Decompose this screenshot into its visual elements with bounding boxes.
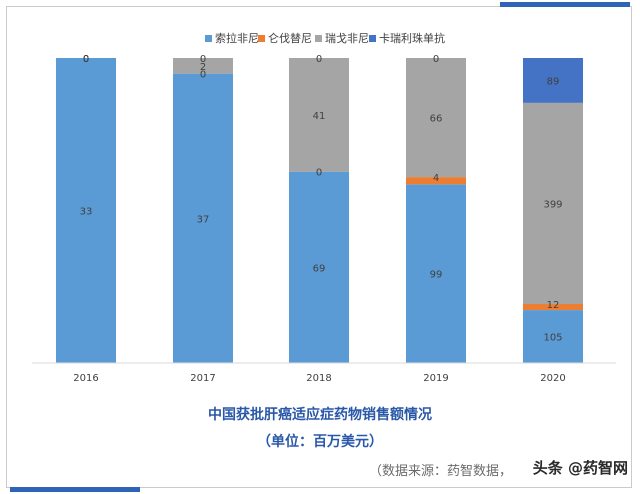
bar-2019-series-1 [406, 177, 466, 185]
chart-subtitle: （单位：百万美元） [257, 434, 383, 450]
x-tick-label-2020: 2020 [540, 373, 565, 384]
watermark: 头条 @药智网 [530, 457, 630, 478]
legend-label-1: 仑伐替尼 [268, 31, 312, 45]
x-tick-label-2017: 2017 [190, 373, 215, 384]
legend-label-2: 瑞戈非尼 [325, 31, 369, 45]
legend-label-3: 卡瑞利珠单抗 [379, 31, 445, 45]
data-label-2019-series-0: 99 [430, 270, 443, 281]
data-label-2018-series-3: 0 [316, 54, 322, 65]
data-label-2016-series-3: 0 [83, 54, 89, 65]
legend-swatch-0 [205, 35, 212, 42]
bar-2017-series-0 [173, 73, 233, 364]
data-label-2020-series-3: 89 [547, 76, 560, 87]
data-label-2019-series-2: 66 [430, 114, 443, 125]
bar-2017-series-2 [173, 58, 233, 74]
data-label-2020-series-2: 399 [543, 199, 562, 210]
data-label-2016-series-2: 0 [83, 54, 89, 65]
x-tick-label-2018: 2018 [306, 373, 331, 384]
chart-frame [6, 6, 632, 488]
bar-2018-series-2 [289, 58, 349, 172]
data-label-2017-series-0: 37 [197, 214, 210, 225]
x-tick-label-2019: 2019 [423, 373, 448, 384]
bar-2020-series-0 [523, 310, 583, 363]
data-label-2016-series-1: 0 [83, 54, 89, 65]
data-label-2017-series-1: 0 [200, 70, 206, 81]
bar-2020-series-3 [523, 58, 583, 103]
bar-2019-series-2 [406, 58, 466, 178]
data-label-2016-series-0: 33 [80, 207, 93, 218]
data-label-2020-series-0: 105 [543, 333, 562, 344]
x-tick-label-2016: 2016 [73, 373, 98, 384]
source-note: （数据来源：药智数据， [368, 464, 512, 479]
top-right-accent-bar [500, 2, 630, 7]
data-label-2017-series-3: 0 [200, 54, 206, 65]
chart-legend: 索拉非尼 仑伐替尼 瑞戈非尼 卡瑞利珠单抗 [205, 31, 445, 45]
data-label-2020-series-1: 12 [547, 300, 560, 311]
legend-swatch-1 [258, 35, 265, 42]
data-label-2018-series-2: 41 [313, 111, 326, 122]
legend-label-0: 索拉非尼 [215, 31, 259, 45]
bar-2018-series-0 [289, 171, 349, 363]
data-label-2017-series-2: 2 [200, 62, 206, 73]
data-label-2018-series-0: 69 [313, 263, 326, 274]
bar-2020-series-2 [523, 102, 583, 305]
bottom-left-accent-bar [10, 487, 140, 492]
chart-title: 中国获批肝癌适应症药物销售额情况 [208, 407, 432, 423]
x-axis-ticks: 2016 2017 2018 2019 2020 [73, 373, 565, 384]
legend-swatch-3 [369, 35, 376, 42]
bar-2016-series-0 [56, 58, 116, 363]
data-label-2019-series-1: 4 [433, 173, 439, 184]
legend-swatch-2 [315, 35, 322, 42]
bar-2019-series-0 [406, 184, 466, 363]
bar-2020-series-1 [523, 304, 583, 311]
data-label-2019-series-3: 0 [433, 54, 439, 65]
data-label-2018-series-1: 0 [316, 168, 322, 179]
